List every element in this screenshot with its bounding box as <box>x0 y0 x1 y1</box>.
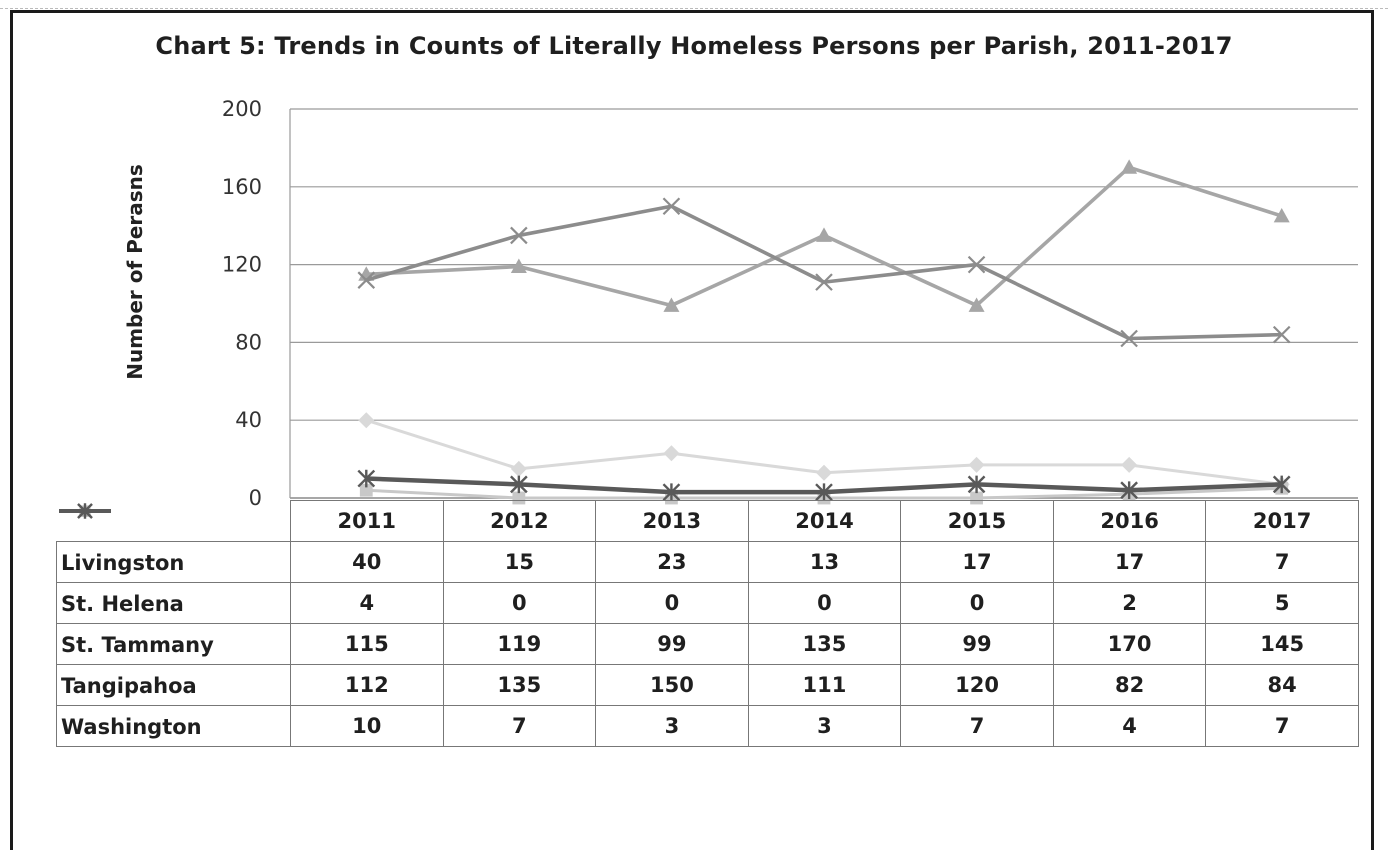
data-label: 0 <box>595 582 749 624</box>
data-point <box>1121 456 1138 473</box>
data-point <box>815 483 833 502</box>
legend-entry: Livingston <box>56 503 291 583</box>
data-label: 3 <box>747 705 902 747</box>
data-point <box>1121 159 1138 174</box>
data-label: 7 <box>1205 705 1359 747</box>
data-point <box>968 456 985 473</box>
data-label: 10 <box>290 705 444 747</box>
data-point <box>968 297 985 312</box>
data-point <box>510 226 528 245</box>
data-label: 170 <box>1052 623 1207 665</box>
data-point <box>662 197 681 216</box>
data-label: 2 <box>1052 582 1207 624</box>
data-label: 84 <box>1205 664 1359 706</box>
series-line-tangipahoa <box>365 204 1282 341</box>
table-row: Tangipahoa 112 135 150 111 120 82 84 <box>56 502 1359 706</box>
x-tick-label: 2015 <box>900 500 1054 542</box>
series-name: St. Helena <box>61 591 184 616</box>
data-label: 7 <box>900 705 1054 747</box>
data-label: 119 <box>442 623 597 665</box>
y-tick-label: 80 <box>235 330 262 354</box>
x-tick-label: 2011 <box>290 500 444 542</box>
data-label: 111 <box>747 664 902 706</box>
data-label: 40 <box>290 541 444 583</box>
data-label: 4 <box>1052 705 1207 747</box>
x-tick-label: 2016 <box>1052 500 1207 542</box>
data-point <box>1120 481 1138 500</box>
legend-entry: Tangipahoa <box>56 502 291 706</box>
legend-marker <box>76 502 93 519</box>
series-name: Livingston <box>61 550 185 575</box>
data-point <box>358 412 375 429</box>
data-point <box>662 483 681 502</box>
data-point <box>357 271 376 289</box>
data-label: 15 <box>442 541 597 583</box>
series-name: Tangipahoa <box>61 673 197 698</box>
y-tick-label: 40 <box>235 408 262 432</box>
legend-entry: Washington <box>56 502 291 747</box>
x-tick-label: 2017 <box>1205 500 1359 542</box>
data-point <box>510 460 527 477</box>
data-label: 7 <box>442 705 597 747</box>
data-label: 150 <box>595 664 749 706</box>
data-point <box>967 475 986 494</box>
chart-frame <box>10 10 1374 850</box>
table-row: Washington 10 7 3 3 7 4 7 <box>56 502 1359 747</box>
data-label: 3 <box>595 705 749 747</box>
data-point <box>967 255 986 274</box>
y-tick-label: 120 <box>222 253 262 277</box>
legend-entry: St. Helena <box>56 504 291 624</box>
data-label: 4 <box>290 582 444 624</box>
data-label: 120 <box>900 664 1054 706</box>
data-label: 135 <box>747 623 902 665</box>
x-tick-label: 2014 <box>747 500 902 542</box>
data-label: 99 <box>900 623 1054 665</box>
data-label: 99 <box>595 623 749 665</box>
top-strip <box>0 0 1388 9</box>
series-name: Washington <box>61 714 202 739</box>
legend-entry: St. Tammany <box>56 503 291 665</box>
data-point <box>815 273 833 291</box>
data-point <box>359 483 373 497</box>
x-tick-label: 2012 <box>442 500 597 542</box>
data-point <box>357 469 376 488</box>
data-label: 0 <box>442 582 597 624</box>
data-label: 0 <box>900 582 1054 624</box>
data-table: 2011 2012 2013 2014 2015 2016 2017 Livingston 40… <box>56 500 1359 747</box>
chart-title: Chart 5: Trends in Counts of Literally H… <box>155 32 1233 60</box>
data-point <box>816 227 832 242</box>
data-point <box>816 464 832 481</box>
table-row: St. Tammany 115 119 99 135 99 170 145 <box>56 503 1359 665</box>
data-label: 82 <box>1052 664 1207 706</box>
legend-key-icon <box>58 502 111 519</box>
data-point <box>1120 329 1138 348</box>
data-label: 112 <box>290 664 444 706</box>
data-label: 145 <box>1205 623 1359 665</box>
data-point <box>663 445 680 462</box>
data-label: 23 <box>595 541 749 583</box>
data-point <box>1272 475 1291 494</box>
data-label: 7 <box>1205 541 1359 583</box>
data-point <box>510 258 527 273</box>
data-label: 17 <box>1052 541 1207 583</box>
data-point <box>663 297 680 312</box>
series-name: St. Tammany <box>61 632 214 657</box>
y-tick-label: 160 <box>222 175 262 199</box>
y-tick-label: 200 <box>222 97 262 121</box>
x-tick-label: 2013 <box>595 500 749 542</box>
data-label: 13 <box>747 541 902 583</box>
data-label: 0 <box>747 582 902 624</box>
table-row: Livingston 40 15 23 13 17 17 7 <box>56 503 1359 583</box>
data-label: 115 <box>290 623 444 665</box>
data-point <box>1273 207 1290 223</box>
data-point <box>510 475 528 494</box>
data-label: 17 <box>900 541 1054 583</box>
data-label: 5 <box>1205 582 1359 624</box>
table-row: St. Helena 4 0 0 0 0 2 5 <box>56 504 1359 624</box>
data-point <box>1272 325 1291 344</box>
y-tick-label: 0 <box>249 486 262 510</box>
data-label: 135 <box>442 664 597 706</box>
